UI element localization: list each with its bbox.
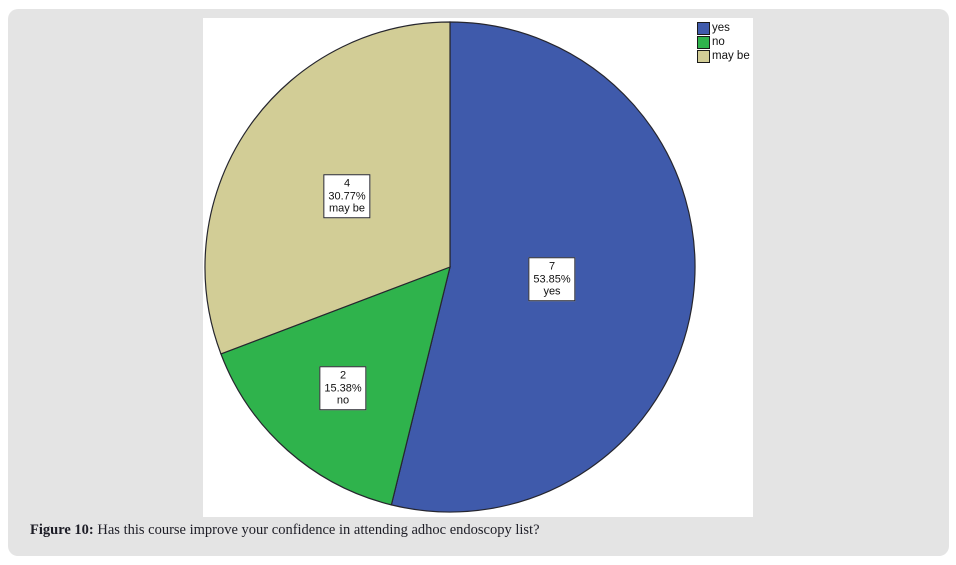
slice-count: 2 xyxy=(339,369,347,382)
slice-category: no xyxy=(336,394,350,407)
slice-label-may-be: 4 30.77% may be xyxy=(323,174,371,218)
chart-area: 7 53.85% yes 2 15.38% no 4 30.77% may be yes no ma… xyxy=(203,18,753,517)
slice-label-yes: 7 53.85% yes xyxy=(528,257,576,301)
legend-swatch-may-be xyxy=(697,49,710,63)
slice-percent: 53.85% xyxy=(533,272,571,285)
slice-label-no: 2 15.38% no xyxy=(319,366,367,410)
slice-category: yes xyxy=(543,285,561,298)
legend-label-no: no xyxy=(712,36,725,48)
legend-label-may-be: may be xyxy=(712,50,750,62)
slice-count: 7 xyxy=(548,260,556,273)
legend-item-yes: yes xyxy=(697,21,750,35)
slice-percent: 30.77% xyxy=(328,189,366,202)
legend-item-may-be: may be xyxy=(697,49,750,63)
figure-caption-prefix: Figure 10: xyxy=(30,522,94,538)
legend: yes no may be xyxy=(697,21,750,63)
legend-swatch-no xyxy=(697,35,710,49)
legend-item-no: no xyxy=(697,35,750,49)
pie-chart xyxy=(204,21,696,513)
legend-label-yes: yes xyxy=(712,22,730,34)
slice-count: 4 xyxy=(343,177,351,190)
figure-caption-text: Has this course improve your confidence … xyxy=(93,522,540,538)
slice-category: may be xyxy=(328,202,366,215)
legend-swatch-yes xyxy=(697,21,710,35)
slice-percent: 15.38% xyxy=(324,381,362,394)
figure-caption: Figure 10: Has this course improve your … xyxy=(30,522,540,539)
figure-card: 7 53.85% yes 2 15.38% no 4 30.77% may be yes no ma… xyxy=(8,9,949,556)
